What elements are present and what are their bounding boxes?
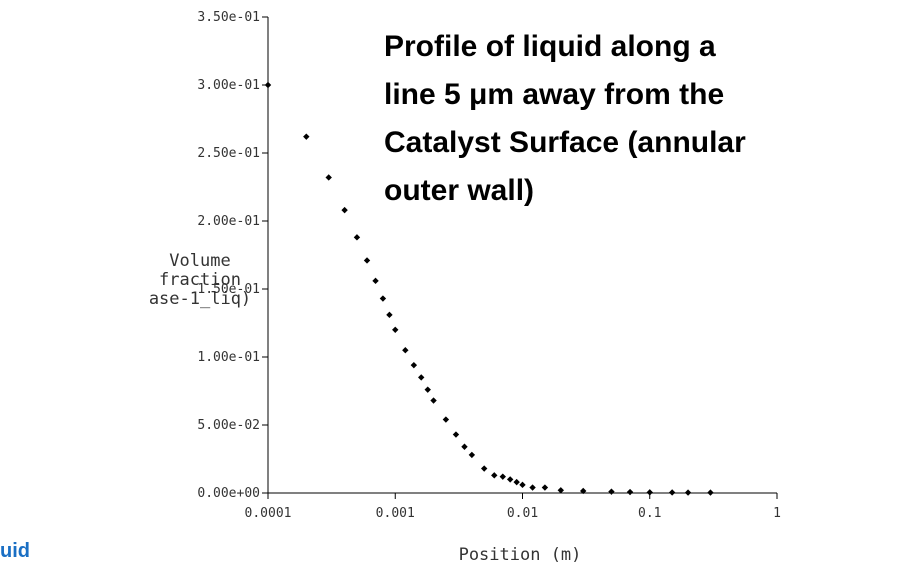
point: [461, 443, 468, 450]
point: [646, 489, 653, 496]
point: [341, 206, 348, 214]
point: [506, 476, 514, 483]
point: [668, 489, 676, 496]
point: [353, 234, 361, 241]
y-tick-label: 2.50e-01: [197, 146, 260, 161]
x-tick-label: 0.1: [638, 506, 661, 521]
point: [392, 326, 399, 333]
point: [379, 295, 387, 302]
point: [424, 386, 431, 393]
y-tick-label: 1.00e-01: [197, 350, 260, 365]
point: [707, 489, 714, 496]
point: [410, 361, 418, 369]
point: [513, 478, 520, 486]
x-axis-label: Position (m): [459, 545, 582, 565]
x-tick-label: 0.0001: [245, 506, 292, 521]
point: [491, 472, 498, 479]
point: [684, 489, 692, 496]
point: [480, 465, 488, 472]
point: [442, 416, 450, 423]
x-tick-label: 1: [773, 506, 781, 521]
point: [430, 397, 437, 404]
point: [325, 174, 332, 181]
x-tick-label: 0.001: [376, 506, 415, 521]
y-tick-label: 3.00e-01: [197, 78, 260, 93]
point: [468, 451, 476, 459]
point: [608, 488, 615, 495]
y-tick-label: 1.50e-01: [197, 282, 260, 297]
point: [418, 374, 425, 381]
point: [372, 277, 379, 285]
point: [264, 81, 272, 89]
point: [303, 133, 310, 140]
y-tick-label: 2.00e-01: [197, 214, 260, 229]
y-axis-label: Volume: [169, 251, 230, 271]
point: [499, 473, 506, 480]
y-axis-label: ase-1_liq): [149, 289, 251, 309]
annotation: Profile of liquid along a: [384, 30, 716, 63]
point: [402, 347, 409, 354]
y-axis-label: fraction: [159, 270, 241, 290]
point: [519, 481, 526, 489]
point: [541, 484, 549, 491]
y-tick-label: 0.00e+00: [197, 486, 260, 501]
point: [557, 487, 565, 494]
point: [529, 484, 536, 491]
x-tick-label: 0.01: [507, 506, 538, 521]
point: [363, 257, 371, 264]
y-tick-label: 5.00e-02: [197, 418, 260, 433]
logo-text: uid: [0, 540, 30, 562]
annotation: outer wall): [384, 174, 534, 207]
annotation: line 5 μm away from the: [384, 78, 724, 111]
annotation: Catalyst Surface (annular: [384, 126, 746, 159]
point: [580, 487, 587, 495]
point: [386, 311, 393, 319]
point: [452, 431, 460, 438]
point: [626, 488, 634, 496]
y-tick-label: 3.50e-01: [197, 10, 260, 25]
